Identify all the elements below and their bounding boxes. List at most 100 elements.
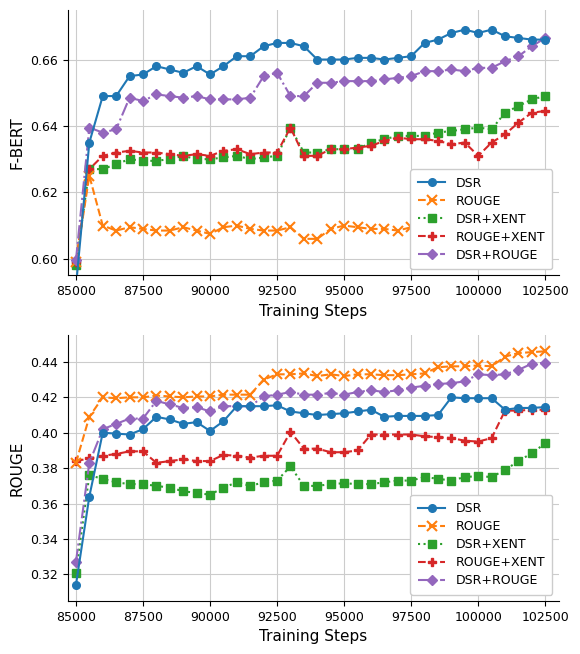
DSR+XENT [368, 480, 375, 488]
DSR+ROUGE [166, 400, 173, 408]
Line: DSR: DSR [72, 394, 549, 589]
ROUGE [408, 223, 415, 231]
ROUGE [394, 227, 401, 235]
DSR+XENT [408, 477, 415, 485]
ROUGE+XENT [246, 454, 253, 462]
Line: ROUGE: ROUGE [71, 171, 550, 267]
ROUGE [314, 235, 321, 243]
DSR+XENT [300, 482, 307, 490]
ROUGE [233, 390, 240, 398]
DSR+XENT [327, 480, 334, 488]
DSR+XENT [72, 262, 79, 269]
DSR+ROUGE [502, 58, 509, 65]
DSR+XENT [542, 92, 549, 100]
DSR+XENT [515, 102, 522, 110]
DSR [260, 402, 267, 410]
DSR+XENT [246, 482, 253, 490]
DSR [287, 39, 294, 47]
ROUGE+XENT [515, 407, 522, 415]
ROUGE+XENT [340, 448, 347, 456]
DSR [368, 405, 375, 413]
ROUGE [354, 223, 361, 231]
ROUGE [488, 223, 495, 231]
ROUGE+XENT [434, 137, 441, 145]
DSR+XENT [340, 145, 347, 153]
DSR [354, 54, 361, 61]
DSR [260, 43, 267, 50]
DSR+XENT [488, 126, 495, 133]
ROUGE+XENT [126, 447, 133, 455]
ROUGE [99, 394, 106, 402]
Y-axis label: ROUGE: ROUGE [10, 441, 25, 496]
ROUGE+XENT [314, 445, 321, 453]
ROUGE+XENT [421, 135, 428, 143]
DSR+ROUGE [220, 402, 227, 410]
DSR+XENT [314, 148, 321, 156]
DSR [72, 283, 79, 291]
ROUGE+XENT [166, 457, 173, 465]
ROUGE+XENT [260, 148, 267, 156]
DSR [327, 56, 334, 63]
DSR [475, 394, 482, 402]
ROUGE+XENT [113, 450, 119, 458]
ROUGE [113, 227, 119, 235]
DSR+ROUGE [274, 69, 281, 77]
DSR+ROUGE [72, 256, 79, 264]
DSR [314, 56, 321, 63]
ROUGE [206, 230, 213, 238]
DSR [193, 62, 200, 70]
ROUGE+XENT [206, 152, 213, 160]
DSR+XENT [193, 155, 200, 163]
ROUGE+XENT [233, 452, 240, 460]
DSR+XENT [233, 479, 240, 487]
ROUGE [314, 372, 321, 380]
X-axis label: Training Steps: Training Steps [259, 303, 367, 318]
ROUGE [166, 392, 173, 400]
DSR+ROUGE [327, 79, 334, 87]
ROUGE [140, 225, 147, 233]
ROUGE+XENT [220, 147, 227, 155]
DSR [113, 430, 119, 438]
DSR+XENT [274, 477, 281, 485]
DSR+XENT [86, 472, 93, 479]
DSR+XENT [448, 477, 455, 485]
DSR+XENT [542, 439, 549, 447]
DSR+XENT [394, 132, 401, 140]
DSR+XENT [368, 139, 375, 146]
ROUGE+XENT [274, 148, 281, 156]
DSR+ROUGE [475, 370, 482, 378]
DSR+ROUGE [528, 360, 535, 368]
ROUGE+XENT [180, 455, 187, 463]
DSR+XENT [461, 473, 468, 481]
DSR+ROUGE [153, 397, 160, 405]
DSR [246, 402, 253, 410]
ROUGE [260, 227, 267, 235]
DSR+XENT [246, 155, 253, 163]
DSR [233, 52, 240, 60]
ROUGE+XENT [287, 124, 294, 131]
ROUGE [153, 227, 160, 235]
DSR [166, 415, 173, 423]
ROUGE [528, 215, 535, 223]
DSR+XENT [153, 157, 160, 165]
DSR+XENT [99, 475, 106, 483]
DSR+ROUGE [99, 129, 106, 137]
ROUGE+XENT [461, 139, 468, 146]
Line: ROUGE: ROUGE [71, 347, 550, 468]
DSR+XENT [166, 484, 173, 492]
DSR [274, 402, 281, 409]
ROUGE [488, 362, 495, 370]
ROUGE [461, 362, 468, 370]
ROUGE [274, 370, 281, 378]
ROUGE+XENT [274, 452, 281, 460]
DSR [153, 413, 160, 421]
ROUGE+XENT [72, 457, 79, 465]
ROUGE+XENT [220, 451, 227, 459]
DSR+XENT [502, 466, 509, 474]
DSR [368, 54, 375, 61]
ROUGE [515, 349, 522, 357]
ROUGE+XENT [72, 258, 79, 266]
ROUGE [193, 227, 200, 235]
DSR+XENT [300, 148, 307, 156]
DSR+XENT [421, 473, 428, 481]
